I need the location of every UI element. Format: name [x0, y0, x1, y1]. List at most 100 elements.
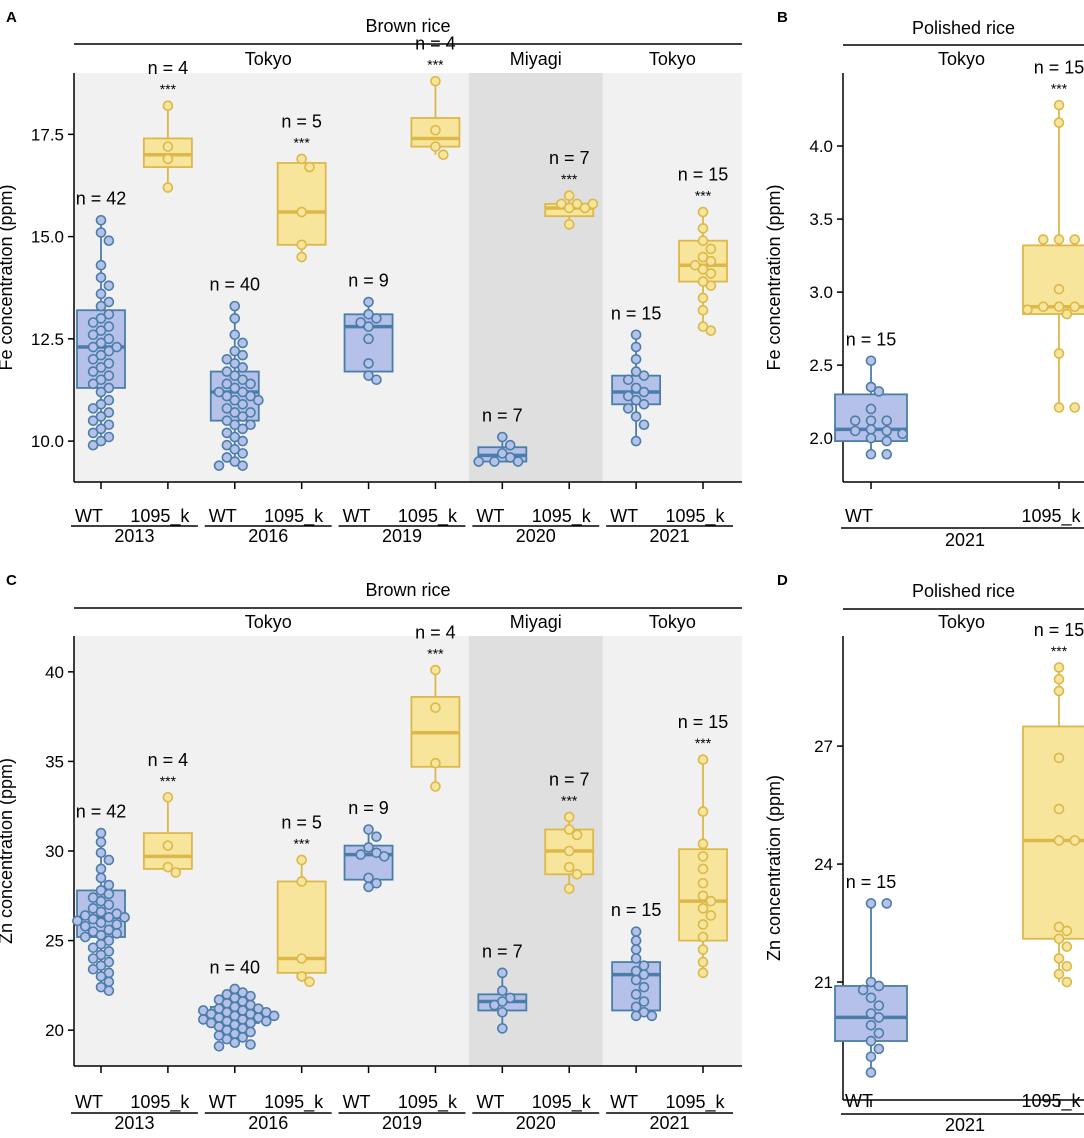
- data-point: [697, 754, 709, 765]
- mutant-box-2021: *** n = 15 1095_k: [665, 712, 728, 1113]
- data-point: [103, 345, 115, 357]
- data-point: [638, 398, 650, 410]
- data-point: [363, 296, 374, 308]
- y-tick-label: 4.0: [809, 137, 833, 156]
- data-point: [873, 1000, 885, 1011]
- data-point: [95, 362, 107, 373]
- wt-box-2013: n = 42 WT: [72, 802, 130, 1112]
- data-point: [587, 198, 599, 210]
- x-tick-label: WT: [209, 506, 237, 526]
- year-label: 2013: [114, 526, 154, 546]
- data-point: [697, 967, 709, 979]
- data-point: [705, 268, 717, 279]
- data-point: [87, 942, 99, 954]
- data-point: [213, 386, 225, 398]
- year-label: 2021: [945, 1115, 985, 1135]
- data-point: [497, 1006, 508, 1018]
- data-point: [229, 370, 241, 381]
- n-label: n = 40: [210, 275, 261, 295]
- data-point: [237, 423, 248, 435]
- data-point: [87, 341, 99, 353]
- data-point: [237, 374, 248, 386]
- data-point: [213, 1040, 225, 1052]
- data-point: [363, 309, 374, 320]
- x-tick-label: 1095_k: [1021, 506, 1081, 527]
- data-point: [363, 333, 374, 345]
- data-point: [622, 374, 634, 386]
- data-point: [630, 411, 642, 422]
- data-point: [881, 415, 893, 426]
- data-point: [865, 381, 877, 393]
- data-point: [881, 435, 893, 447]
- x-tick-label: 1095_k: [130, 506, 190, 527]
- data-point: [705, 910, 717, 921]
- data-point: [705, 895, 717, 907]
- x-tick-label: WT: [610, 1092, 638, 1112]
- data-point: [304, 161, 315, 173]
- data-point: [111, 928, 123, 939]
- data-point: [1053, 933, 1065, 945]
- data-point: [103, 888, 115, 900]
- wt-box-2021: n = 15 WT: [610, 900, 661, 1112]
- y-tick-label: 20: [45, 1021, 64, 1040]
- data-point: [229, 456, 241, 467]
- significance-label: ***: [1051, 643, 1068, 659]
- data-point: [95, 214, 107, 226]
- data-point: [1053, 685, 1065, 697]
- n-label: n = 15: [846, 872, 897, 892]
- n-label: n = 4: [148, 58, 189, 78]
- n-label: n = 5: [281, 111, 322, 131]
- data-point: [697, 276, 709, 287]
- data-point: [162, 840, 174, 851]
- data-point: [1053, 301, 1065, 313]
- data-point: [304, 976, 315, 988]
- n-label: n = 9: [348, 271, 389, 291]
- data-point: [371, 313, 382, 324]
- data-point: [162, 182, 174, 193]
- data-point: [873, 980, 885, 992]
- data-point: [229, 1037, 241, 1049]
- data-point: [95, 398, 107, 410]
- data-point: [1069, 234, 1081, 245]
- data-point: [229, 394, 241, 406]
- data-point: [1053, 402, 1065, 413]
- data-point: [638, 370, 650, 381]
- significance-label: ***: [293, 134, 310, 150]
- data-point: [697, 223, 709, 234]
- significance-label: ***: [561, 171, 578, 187]
- data-point: [221, 390, 233, 402]
- data-point: [296, 239, 307, 251]
- data-point: [697, 863, 709, 875]
- data-point: [237, 448, 248, 459]
- x-tick-label: 1095_k: [130, 1092, 190, 1113]
- year-label: 2013: [114, 1113, 154, 1133]
- data-point: [512, 456, 524, 467]
- data-point: [504, 452, 516, 463]
- data-point: [87, 366, 99, 377]
- data-point: [697, 838, 709, 850]
- data-point: [697, 851, 709, 862]
- significance-label: ***: [427, 57, 444, 73]
- data-point: [697, 877, 709, 889]
- data-point: [1053, 953, 1065, 964]
- data-point: [1053, 99, 1065, 111]
- y-axis-label: Fe concentration (ppm): [0, 184, 16, 370]
- data-point: [1053, 662, 1065, 673]
- x-tick-label: 1095_k: [264, 506, 324, 527]
- n-label: n = 42: [76, 802, 127, 822]
- data-point: [221, 366, 233, 377]
- data-point: [865, 1019, 877, 1031]
- data-point: [260, 1015, 272, 1027]
- data-point: [563, 824, 575, 835]
- n-label: n = 4: [415, 34, 456, 54]
- panel-title: Brown rice: [365, 580, 450, 600]
- year-label: 2016: [248, 526, 288, 546]
- data-point: [363, 321, 374, 332]
- data-point: [849, 415, 861, 426]
- data-point: [430, 124, 441, 136]
- wt-box-2021: n = 15 WT: [834, 872, 908, 1111]
- data-point: [103, 296, 115, 308]
- data-point: [865, 1051, 877, 1063]
- data-point: [1053, 673, 1065, 685]
